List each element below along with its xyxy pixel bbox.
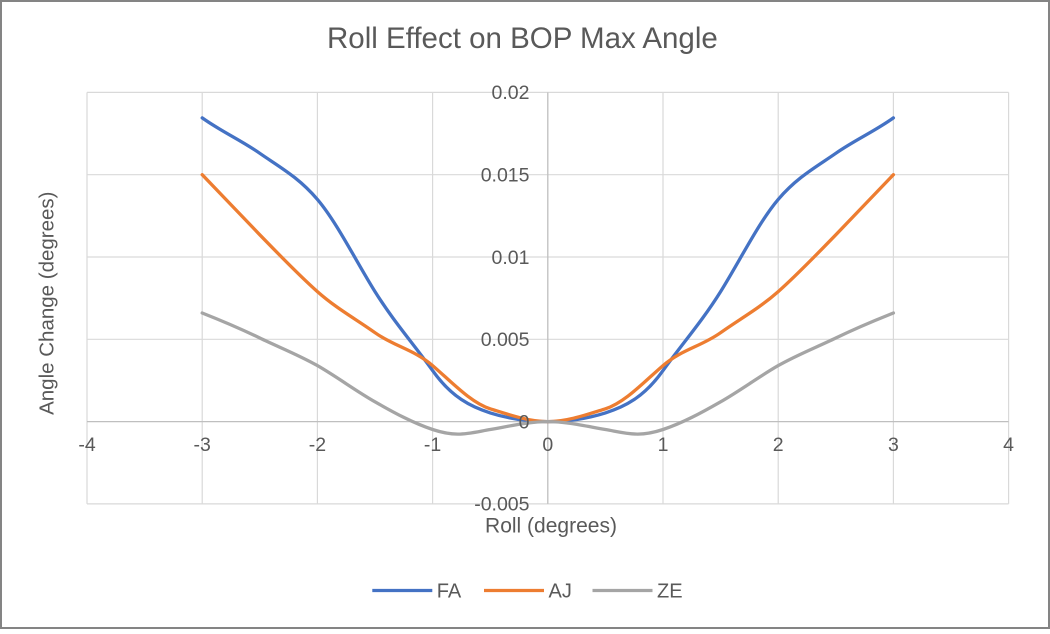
svg-text:-3: -3 bbox=[194, 434, 211, 456]
svg-text:0.01: 0.01 bbox=[492, 247, 530, 269]
svg-text:-2: -2 bbox=[309, 434, 326, 456]
svg-text:AJ: AJ bbox=[549, 580, 572, 602]
svg-text:2: 2 bbox=[773, 434, 784, 456]
svg-text:0: 0 bbox=[519, 411, 530, 433]
svg-text:0.015: 0.015 bbox=[481, 165, 530, 187]
svg-text:FA: FA bbox=[437, 580, 462, 602]
svg-text:0: 0 bbox=[542, 434, 553, 456]
svg-text:-1: -1 bbox=[424, 434, 441, 456]
svg-text:0.02: 0.02 bbox=[492, 82, 530, 104]
svg-text:ZE: ZE bbox=[657, 580, 683, 602]
svg-text:-0.005: -0.005 bbox=[474, 494, 529, 516]
svg-text:1: 1 bbox=[658, 434, 669, 456]
svg-text:4: 4 bbox=[1003, 434, 1014, 456]
svg-text:3: 3 bbox=[888, 434, 899, 456]
svg-text:Roll (degrees): Roll (degrees) bbox=[485, 514, 617, 537]
svg-text:Angle Change (degrees): Angle Change (degrees) bbox=[36, 192, 59, 415]
svg-text:Roll Effect on BOP Max Angle: Roll Effect on BOP Max Angle bbox=[327, 22, 718, 55]
svg-text:-4: -4 bbox=[78, 434, 95, 456]
svg-text:0.005: 0.005 bbox=[481, 329, 530, 351]
